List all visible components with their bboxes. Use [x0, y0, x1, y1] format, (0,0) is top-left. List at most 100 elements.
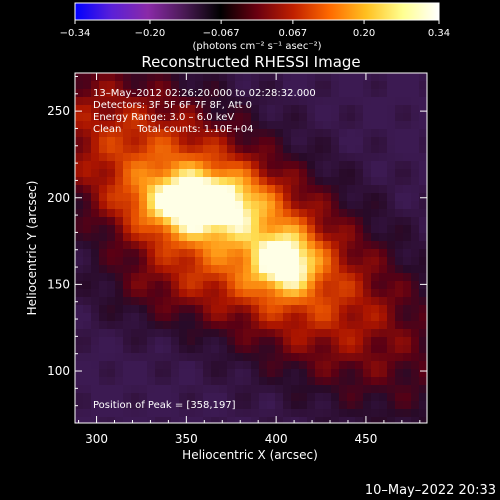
heatmap-cell [75, 121, 83, 129]
heatmap-cell [107, 417, 115, 423]
heatmap-cell [75, 313, 83, 321]
heatmap-cell [227, 121, 235, 129]
heatmap-cell [363, 257, 371, 265]
heatmap-cell [147, 289, 155, 297]
heatmap-cell [323, 369, 331, 377]
heatmap-cell [339, 369, 347, 377]
heatmap-cell [315, 145, 323, 153]
heatmap-cell [171, 401, 179, 409]
heatmap-cell [107, 97, 115, 105]
heatmap-cell [107, 345, 115, 353]
heatmap-cell [419, 241, 427, 249]
heatmap-cell [299, 409, 307, 417]
heatmap-cell [291, 217, 299, 225]
heatmap-cell [411, 153, 419, 161]
heatmap-cell [363, 265, 371, 273]
heatmap-cell [395, 193, 403, 201]
heatmap-cell [371, 313, 379, 321]
heatmap-cell [107, 193, 115, 201]
heatmap-cell [395, 297, 403, 305]
heatmap-cell [379, 385, 387, 393]
heatmap-cell [371, 353, 379, 361]
heatmap-cell [187, 361, 195, 369]
heatmap-cell [235, 361, 243, 369]
heatmap-cell [411, 97, 419, 105]
heatmap-cell [411, 121, 419, 129]
heatmap-cell [411, 265, 419, 273]
heatmap-cell [355, 313, 363, 321]
heatmap-cell [419, 305, 427, 313]
heatmap-cell [323, 113, 331, 121]
heatmap-cell [227, 193, 235, 201]
heatmap-cell [323, 137, 331, 145]
heatmap-cell [251, 193, 259, 201]
x-tick-label: 350 [175, 432, 198, 446]
heatmap-cell [243, 169, 251, 177]
heatmap-cell [147, 345, 155, 353]
heatmap-cell [355, 385, 363, 393]
heatmap-cell [147, 113, 155, 121]
heatmap-cell [235, 329, 243, 337]
heatmap-cell [235, 273, 243, 281]
heatmap-cell [219, 97, 227, 105]
heatmap-cell [179, 193, 187, 201]
heatmap-cell [227, 345, 235, 353]
heatmap-cell [227, 113, 235, 121]
heatmap-cell [251, 201, 259, 209]
heatmap-cell [83, 145, 91, 153]
heatmap-cell [411, 145, 419, 153]
heatmap-cell [395, 401, 403, 409]
heatmap-cell [307, 257, 315, 265]
heatmap-cell [115, 81, 123, 89]
heatmap-cell [131, 113, 139, 121]
heatmap-cell [243, 369, 251, 377]
heatmap-cell [107, 361, 115, 369]
heatmap-cell [275, 273, 283, 281]
heatmap-cell [203, 105, 211, 113]
heatmap-cell [131, 345, 139, 353]
heatmap-cell [379, 193, 387, 201]
heatmap-cell [355, 337, 363, 345]
heatmap-cell [355, 393, 363, 401]
heatmap-cell [107, 369, 115, 377]
heatmap-cell [379, 233, 387, 241]
heatmap-cell [123, 161, 131, 169]
heatmap-cell [163, 417, 171, 423]
heatmap-cell [419, 345, 427, 353]
heatmap-cell [235, 121, 243, 129]
heatmap-cell [99, 401, 107, 409]
heatmap-cell [331, 73, 339, 81]
heatmap-cell [339, 233, 347, 241]
heatmap-cell [379, 97, 387, 105]
heatmap-cell [251, 385, 259, 393]
heatmap-cell [395, 89, 403, 97]
heatmap-cell [419, 233, 427, 241]
heatmap-cell [123, 385, 131, 393]
heatmap-cell [355, 73, 363, 81]
heatmap-cell [107, 121, 115, 129]
heatmap-cell [187, 401, 195, 409]
heatmap-cell [267, 217, 275, 225]
heatmap-cell [83, 265, 91, 273]
heatmap-cell [379, 329, 387, 337]
heatmap-cell [379, 185, 387, 193]
heatmap-cell [411, 305, 419, 313]
heatmap-cell [243, 305, 251, 313]
heatmap-cell [107, 249, 115, 257]
heatmap-cell [339, 209, 347, 217]
heatmap-cell [203, 361, 211, 369]
heatmap-cell [291, 241, 299, 249]
heatmap-cell [83, 97, 91, 105]
heatmap-cell [131, 193, 139, 201]
heatmap-cell [291, 97, 299, 105]
heatmap-cell [235, 321, 243, 329]
heatmap-cell [331, 377, 339, 385]
heatmap-cell [395, 97, 403, 105]
heatmap-cell [387, 409, 395, 417]
heatmap-cell [155, 145, 163, 153]
heatmap-cell [227, 409, 235, 417]
heatmap-cell [411, 249, 419, 257]
heatmap-cell [163, 337, 171, 345]
heatmap-cell [227, 361, 235, 369]
